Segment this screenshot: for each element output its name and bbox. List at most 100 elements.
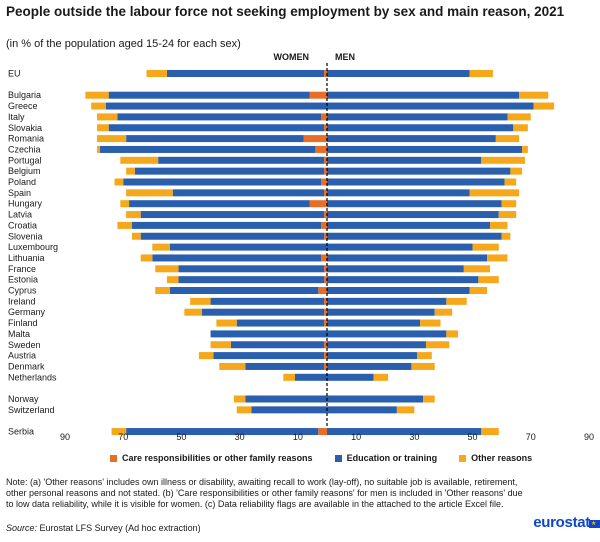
- x-tick-label-men: 70: [526, 432, 536, 442]
- bar-women-other: [155, 287, 170, 294]
- bar-women-other: [126, 211, 141, 219]
- bar-women-care: [324, 156, 327, 164]
- legend-item-other: Other reasons: [459, 453, 532, 463]
- bar-women-care: [324, 362, 327, 370]
- bar-women-other: [190, 297, 211, 305]
- bar-women-education: [236, 319, 325, 327]
- bar-men-other: [373, 373, 389, 381]
- bar-men-education: [327, 373, 374, 381]
- bar-women-care: [321, 254, 327, 262]
- bar-men-education: [327, 124, 514, 132]
- country-label: Greece: [8, 101, 38, 111]
- bar-men-other: [446, 330, 458, 338]
- bar-women-care: [324, 232, 327, 240]
- country-label: Finland: [8, 318, 38, 328]
- country-label: Lithuania: [8, 253, 45, 263]
- bar-women-other: [91, 102, 106, 110]
- bar-men-other: [490, 221, 508, 229]
- chart-source: Source: Eurostat LFS Survey (Ad hoc extr…: [6, 523, 201, 533]
- bar-women-care: [324, 189, 327, 197]
- bar-men-education: [327, 276, 479, 284]
- x-tick-label-women: 30: [235, 432, 245, 442]
- bar-men-other: [417, 352, 432, 360]
- bar-women-education: [210, 330, 327, 338]
- note-label: Note:: [6, 477, 28, 487]
- bar-women-education: [140, 211, 325, 219]
- legend-label-other: Other reasons: [471, 453, 533, 463]
- bar-women-other: [236, 406, 252, 414]
- bar-women-care: [315, 145, 327, 153]
- bar-men-education: [327, 167, 511, 175]
- country-label: EU: [8, 69, 21, 79]
- bar-men-education: [327, 319, 421, 327]
- eu-flag-icon: [589, 520, 600, 528]
- bar-women-other: [140, 254, 153, 262]
- country-label: France: [8, 264, 36, 274]
- bar-women-education: [172, 189, 325, 197]
- x-tick-label-men: 10: [351, 432, 361, 442]
- bar-men-education: [327, 91, 520, 99]
- bar-women-education: [230, 341, 325, 349]
- bar-women-care: [324, 297, 327, 305]
- bar-women-education: [245, 362, 325, 370]
- country-label: Croatia: [8, 220, 37, 230]
- country-label: Luxembourg: [8, 242, 58, 252]
- bar-men-other: [423, 395, 435, 403]
- bar-men-other: [481, 156, 525, 164]
- bar-women-other: [146, 70, 167, 77]
- country-label: Romania: [8, 134, 44, 144]
- bar-men-education: [327, 352, 418, 360]
- bar-men-other: [481, 428, 499, 436]
- bar-men-other: [533, 102, 555, 110]
- bar-women-education: [169, 243, 327, 251]
- bar-women-care: [318, 428, 327, 436]
- country-label: Ireland: [8, 296, 36, 306]
- country-label: Denmark: [8, 361, 45, 371]
- bar-women-care: [324, 341, 327, 349]
- panel-label-men: MEN: [335, 52, 355, 62]
- bar-women-other: [97, 145, 100, 153]
- bar-men-other: [504, 178, 517, 186]
- bar-women-education: [126, 135, 304, 143]
- bar-women-care: [303, 135, 327, 143]
- bar-men-education: [327, 265, 464, 273]
- bar-men-other: [519, 91, 549, 99]
- country-label: Austria: [8, 351, 36, 361]
- bar-women-other: [219, 362, 246, 370]
- bar-women-care: [309, 91, 327, 99]
- bar-women-other: [111, 428, 127, 436]
- bar-women-other: [126, 167, 135, 175]
- bar-men-education: [327, 395, 424, 403]
- bar-men-other: [507, 113, 531, 121]
- bar-men-education: [327, 308, 435, 316]
- bar-women-education: [126, 428, 319, 436]
- country-label: Poland: [8, 177, 36, 187]
- bar-women-other: [114, 178, 124, 186]
- bar-women-other: [131, 232, 141, 240]
- panel-label-women: WOMEN: [274, 52, 310, 62]
- country-label: Belgium: [8, 166, 41, 176]
- bar-women-other: [210, 341, 231, 349]
- bar-women-care: [324, 308, 327, 316]
- bar-women-education: [245, 395, 327, 403]
- bar-men-other: [513, 124, 528, 132]
- bar-men-other: [469, 189, 520, 197]
- country-label: Switzerland: [8, 405, 55, 415]
- country-label: Germany: [8, 307, 46, 317]
- country-label: Czechia: [8, 144, 41, 154]
- legend-swatch-care: [110, 454, 117, 462]
- bar-men-other: [522, 145, 528, 153]
- bar-men-other: [472, 243, 499, 251]
- bar-women-care: [324, 167, 327, 175]
- country-label: Malta: [8, 329, 30, 339]
- bar-men-education: [327, 189, 470, 197]
- legend-item-care: Care responsibilities or other family re…: [110, 453, 313, 463]
- x-tick-label-women: 70: [118, 432, 128, 442]
- bar-women-other: [233, 395, 246, 403]
- bar-men-education: [327, 178, 505, 186]
- bar-women-education: [178, 265, 325, 273]
- bar-women-care: [321, 113, 327, 121]
- bar-men-education: [327, 341, 426, 349]
- bar-women-care: [321, 221, 327, 229]
- bar-women-education: [140, 232, 325, 240]
